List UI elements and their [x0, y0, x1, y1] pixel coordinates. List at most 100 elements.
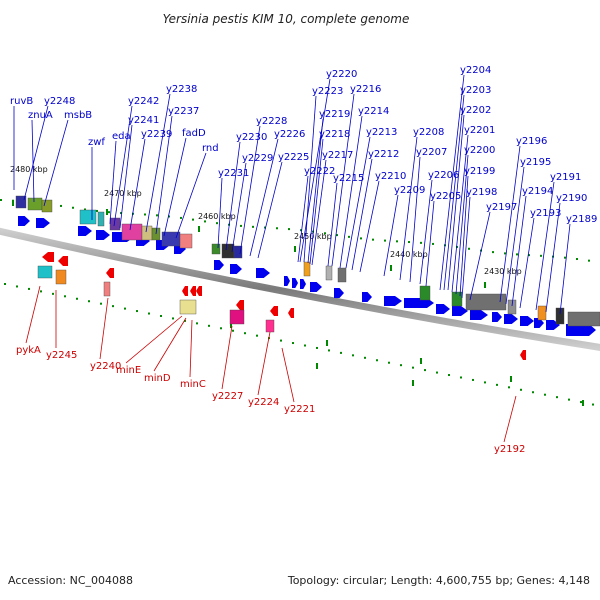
forward-gene-label[interactable]: zwf [88, 137, 105, 148]
forward-gene-label[interactable]: y2198 [466, 187, 497, 198]
forward-gene-arrow[interactable] [96, 230, 110, 240]
forward-gene-label[interactable]: y2201 [464, 125, 495, 136]
forward-gene-label[interactable]: y2197 [486, 202, 517, 213]
forward-gene-label[interactable]: y2230 [236, 132, 267, 143]
forward-gene-label[interactable]: y2195 [520, 157, 551, 168]
forward-gene-arrow[interactable] [384, 296, 402, 306]
forward-gene-label[interactable]: y2222 [304, 166, 335, 177]
gene-block[interactable] [103, 281, 111, 297]
gene-block[interactable] [55, 269, 67, 285]
reverse-gene-arrow[interactable] [520, 350, 526, 360]
gene-block[interactable] [27, 197, 43, 211]
forward-gene-label[interactable]: y2215 [333, 173, 364, 184]
gene-block[interactable] [337, 267, 347, 283]
forward-gene-label[interactable]: y2238 [166, 84, 197, 95]
forward-gene-label[interactable]: y2194 [522, 186, 553, 197]
gene-block[interactable] [567, 311, 600, 327]
forward-gene-arrow[interactable] [404, 298, 434, 308]
reverse-gene-label[interactable]: minC [180, 379, 206, 390]
reverse-gene-arrow[interactable] [196, 286, 202, 296]
forward-gene-arrow[interactable] [334, 288, 344, 298]
forward-gene-label[interactable]: fadD [182, 128, 206, 139]
gene-block[interactable] [211, 243, 221, 255]
forward-gene-label[interactable]: y2213 [366, 127, 397, 138]
gene-block[interactable] [555, 307, 565, 325]
forward-gene-label[interactable]: y2206 [428, 170, 459, 181]
gene-block[interactable] [419, 285, 431, 301]
forward-gene-label[interactable]: y2216 [350, 84, 381, 95]
gene-block[interactable] [265, 319, 275, 333]
forward-gene-arrow[interactable] [504, 314, 518, 324]
gene-block[interactable] [179, 299, 197, 315]
forward-gene-label[interactable]: y2237 [168, 106, 199, 117]
forward-gene-label[interactable]: y2223 [312, 86, 343, 97]
forward-gene-label[interactable]: y2190 [556, 193, 587, 204]
reverse-gene-arrow[interactable] [270, 306, 278, 316]
forward-gene-label[interactable]: y2229 [242, 153, 273, 164]
reverse-gene-arrow[interactable] [236, 300, 244, 310]
forward-gene-arrow[interactable] [256, 268, 270, 278]
reverse-gene-arrow[interactable] [42, 252, 54, 262]
forward-gene-label[interactable]: msbB [64, 110, 92, 121]
forward-gene-arrow[interactable] [300, 279, 306, 289]
forward-gene-label[interactable]: y2202 [460, 105, 491, 116]
forward-gene-arrow[interactable] [470, 310, 488, 320]
forward-gene-arrow[interactable] [78, 226, 92, 236]
reverse-gene-label[interactable]: y2245 [46, 350, 77, 361]
forward-gene-arrow[interactable] [18, 216, 30, 226]
forward-gene-label[interactable]: y2196 [516, 136, 547, 147]
reverse-gene-label[interactable]: minD [144, 373, 171, 384]
reverse-gene-label[interactable]: y2224 [248, 397, 279, 408]
forward-gene-arrow[interactable] [534, 318, 544, 328]
forward-gene-label[interactable]: y2218 [319, 129, 350, 140]
reverse-gene-label[interactable]: minE [116, 365, 141, 376]
reverse-gene-label[interactable]: pykA [16, 345, 41, 356]
gene-block[interactable] [15, 195, 27, 209]
forward-gene-label[interactable]: y2225 [278, 152, 309, 163]
reverse-gene-label[interactable]: y2192 [494, 444, 525, 455]
forward-gene-arrow[interactable] [310, 282, 322, 292]
forward-gene-label[interactable]: y2239 [141, 129, 172, 140]
forward-gene-label[interactable]: rnd [202, 143, 219, 154]
forward-gene-label[interactable]: y2189 [566, 214, 597, 225]
gene-block[interactable] [507, 299, 517, 315]
gene-block[interactable] [179, 233, 193, 249]
forward-gene-label[interactable]: y2220 [326, 69, 357, 80]
forward-gene-label[interactable]: y2208 [413, 127, 444, 138]
forward-gene-label[interactable]: ruvB [10, 96, 33, 107]
forward-gene-arrow[interactable] [492, 312, 502, 322]
forward-gene-label[interactable]: y2193 [530, 208, 561, 219]
forward-gene-label[interactable]: y2242 [128, 96, 159, 107]
gene-block[interactable] [451, 291, 463, 307]
forward-gene-label[interactable]: y2191 [550, 172, 581, 183]
reverse-gene-label[interactable]: y2240 [90, 361, 121, 372]
forward-gene-arrow[interactable] [284, 276, 290, 286]
reverse-gene-arrow[interactable] [288, 308, 294, 318]
gene-block[interactable] [537, 305, 547, 321]
reverse-gene-label[interactable]: y2227 [212, 391, 243, 402]
forward-gene-arrow[interactable] [566, 324, 596, 336]
forward-gene-label[interactable]: y2231 [218, 168, 249, 179]
forward-gene-label[interactable]: y2228 [256, 116, 287, 127]
forward-gene-label[interactable]: y2226 [274, 129, 305, 140]
gene-block[interactable] [37, 265, 53, 279]
gene-block[interactable] [325, 265, 333, 281]
forward-gene-label[interactable]: y2209 [394, 185, 425, 196]
forward-gene-label[interactable]: y2219 [319, 109, 350, 120]
gene-block[interactable] [121, 223, 143, 241]
forward-gene-arrow[interactable] [36, 218, 50, 228]
forward-gene-label[interactable]: y2203 [460, 85, 491, 96]
reverse-gene-arrow[interactable] [190, 286, 196, 296]
forward-gene-label[interactable]: y2214 [358, 106, 389, 117]
forward-gene-label[interactable]: y2207 [416, 147, 447, 158]
reverse-gene-arrow[interactable] [106, 268, 114, 278]
forward-gene-label[interactable]: y2248 [44, 96, 75, 107]
gene-block[interactable] [97, 211, 105, 227]
reverse-gene-arrow[interactable] [182, 286, 188, 296]
reverse-gene-arrow[interactable] [58, 256, 68, 266]
forward-gene-label[interactable]: y2200 [464, 145, 495, 156]
forward-gene-arrow[interactable] [452, 306, 468, 316]
reverse-gene-label[interactable]: y2221 [284, 404, 315, 415]
forward-gene-arrow[interactable] [520, 316, 534, 326]
forward-gene-label[interactable]: y2217 [322, 150, 353, 161]
